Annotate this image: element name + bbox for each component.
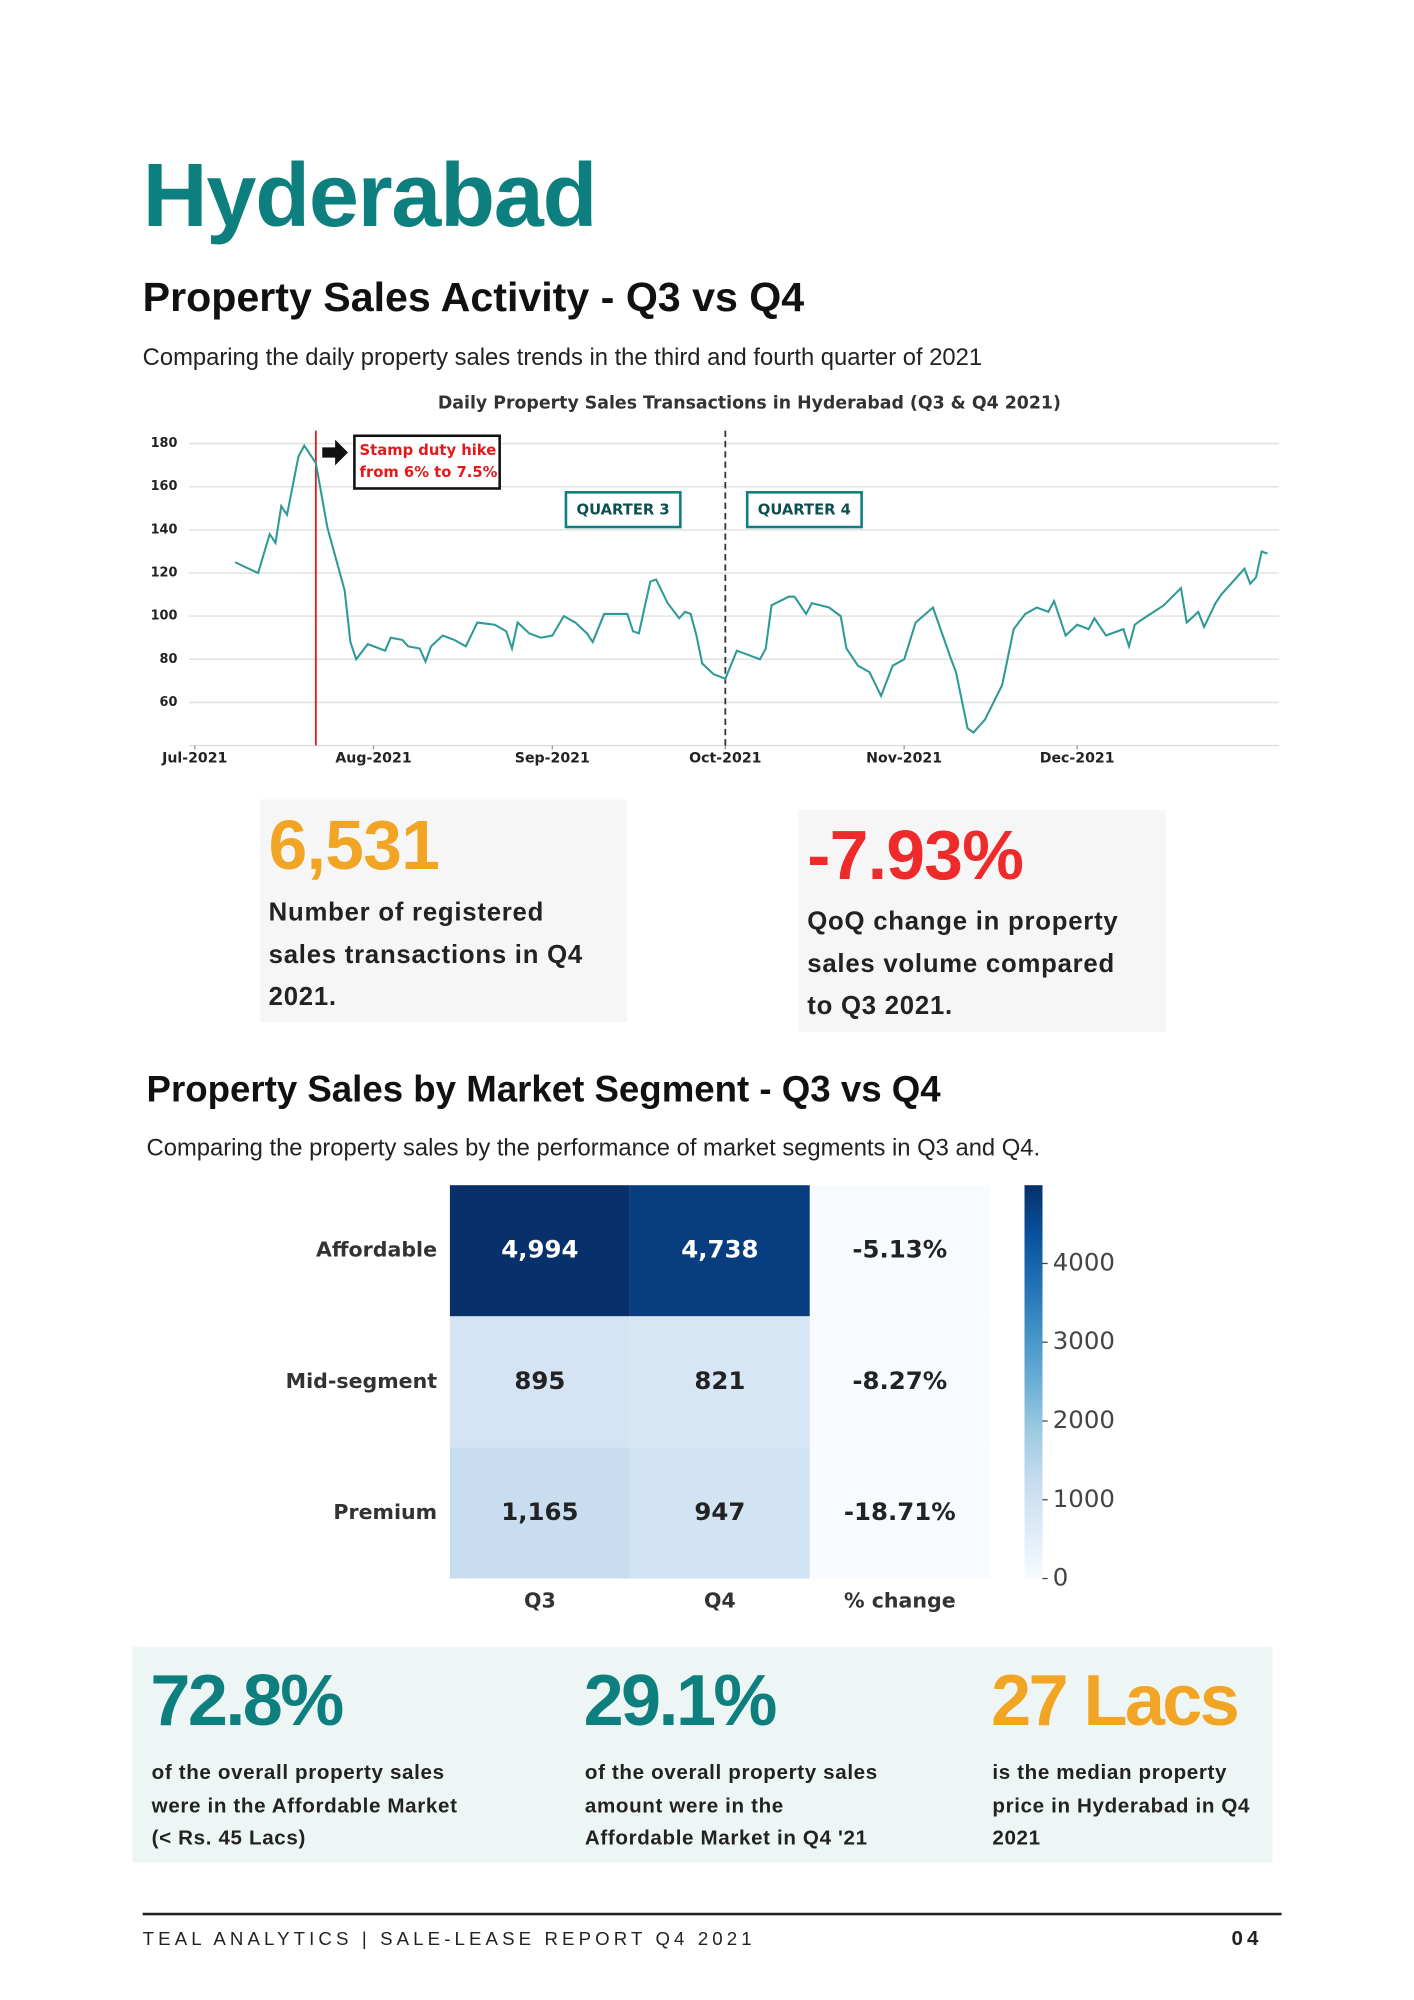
annotation-text: Stamp duty hike [360, 442, 497, 459]
heatmap-cell [809, 1185, 990, 1317]
colorbar-tick-label: 0 [1053, 1563, 1069, 1592]
arrow-icon [322, 439, 348, 466]
heatmap-cell [449, 1447, 630, 1579]
summary-panel [132, 1646, 1273, 1863]
row-label: Affordable [316, 1238, 437, 1262]
stat-text: QoQ change in property sales volume comp… [807, 901, 1118, 1028]
stat-value: -7.93% [807, 817, 1024, 895]
summary-line: 2021 [992, 1827, 1041, 1850]
column-label: Q4 [704, 1589, 736, 1613]
colorbar-tick-label: 1000 [1053, 1484, 1115, 1513]
page-number: 04 [1231, 1928, 1263, 1951]
x-tick-label: Dec-2021 [1040, 750, 1115, 766]
y-tick-label: 120 [151, 565, 178, 580]
stat-line: to Q3 2021. [807, 992, 953, 1021]
stat-line: 2021. [268, 983, 337, 1012]
cell-label: -5.13% [852, 1235, 947, 1264]
column-label: % change [844, 1589, 956, 1613]
region-label: QUARTER 3 [577, 501, 670, 518]
row-label: Mid-segment [286, 1369, 438, 1393]
summary-value: 29.1% [583, 1659, 778, 1741]
heatmap-cell [449, 1316, 630, 1448]
colorbar [1024, 1185, 1043, 1579]
colorbar-tick-label: 2000 [1053, 1405, 1115, 1434]
cell-label: -8.27% [852, 1366, 947, 1395]
colorbar-tick-label: 4000 [1053, 1247, 1115, 1276]
footer-rule [142, 1912, 1282, 1916]
annotation-text: from 6% to 7.5% [360, 464, 498, 481]
section-heading: Property Sales Activity - Q3 vs Q4 [142, 273, 805, 321]
heatmap-cell [629, 1185, 810, 1317]
cell-label: 821 [694, 1366, 745, 1395]
stat-box [798, 809, 1166, 1033]
x-tick-label: Nov-2021 [866, 750, 942, 766]
summary-text: of the overall property sales were in th… [152, 1757, 458, 1855]
summary-line: is the median property [992, 1762, 1228, 1785]
row-label: Premium [333, 1500, 437, 1524]
stat-text: Number of registered sales transactions … [269, 892, 583, 1019]
page-title: Hyderabad [142, 145, 598, 246]
summary-value: 27 Lacs [991, 1659, 1240, 1741]
x-tick-label: Sep-2021 [515, 750, 590, 766]
heatmap-cell [809, 1316, 990, 1448]
cell-label: 1,165 [501, 1497, 578, 1526]
cell-label: -18.71% [844, 1497, 956, 1526]
y-tick-label: 180 [151, 436, 178, 451]
stat-value: 6,531 [268, 807, 440, 885]
region-box [745, 491, 863, 529]
chart-title: Daily Property Sales Transactions in Hyd… [438, 394, 1061, 414]
stat-box [259, 799, 628, 1022]
summary-text: is the median property price in Hyderaba… [992, 1757, 1250, 1855]
y-tick-label: 100 [151, 609, 178, 624]
annotation-box [353, 434, 501, 490]
x-tick-label: Aug-2021 [335, 750, 411, 766]
stat-line: sales volume compared [807, 949, 1115, 979]
summary-text: of the overall property sales amount wer… [585, 1757, 878, 1855]
section-heading: Property Sales by Market Segment - Q3 vs… [146, 1069, 941, 1111]
cell-label: 947 [694, 1497, 745, 1526]
y-tick-label: 140 [151, 522, 178, 537]
heatmap-cell [629, 1447, 810, 1579]
summary-line: Affordable Market in Q4 '21 [584, 1827, 868, 1850]
cell-label: 4,738 [681, 1235, 758, 1264]
summary-line: amount were in the [584, 1795, 784, 1817]
data-line [234, 443, 1268, 734]
stat-line: Number of registered [268, 898, 545, 927]
section-subheading: Comparing the daily property sales trend… [142, 343, 983, 371]
column-label: Q3 [524, 1589, 556, 1613]
x-tick-label: Oct-2021 [689, 750, 761, 766]
summary-value: 72.8% [150, 1659, 344, 1741]
region-box [564, 491, 682, 529]
stat-line: QoQ change in property [807, 907, 1119, 936]
summary-line: price in Hyderabad in Q4 [992, 1795, 1251, 1817]
heatmap-cell [809, 1447, 990, 1579]
y-tick-label: 60 [160, 695, 178, 710]
cell-label: 4,994 [501, 1235, 578, 1264]
cell-label: 895 [514, 1366, 565, 1395]
region-label: QUARTER 4 [758, 501, 851, 518]
colorbar-tick-label: 3000 [1053, 1326, 1115, 1355]
x-tick-label: Jul-2021 [161, 750, 227, 766]
summary-line: were in the Affordable Market [151, 1795, 458, 1817]
stat-line: sales transactions in Q4 [268, 940, 583, 970]
summary-line: (< Rs. 45 Lacs) [151, 1827, 306, 1850]
y-tick-label: 160 [151, 479, 178, 494]
footer-text: TEAL ANALYTICS | SALE-LEASE REPORT Q4 20… [142, 1929, 756, 1951]
heatmap-cell [629, 1316, 810, 1448]
section-subheading: Comparing the property sales by the perf… [146, 1133, 1041, 1161]
summary-line: of the overall property sales [151, 1762, 445, 1785]
y-tick-label: 80 [160, 652, 178, 667]
heatmap-cell [449, 1185, 630, 1317]
summary-line: of the overall property sales [584, 1762, 878, 1785]
